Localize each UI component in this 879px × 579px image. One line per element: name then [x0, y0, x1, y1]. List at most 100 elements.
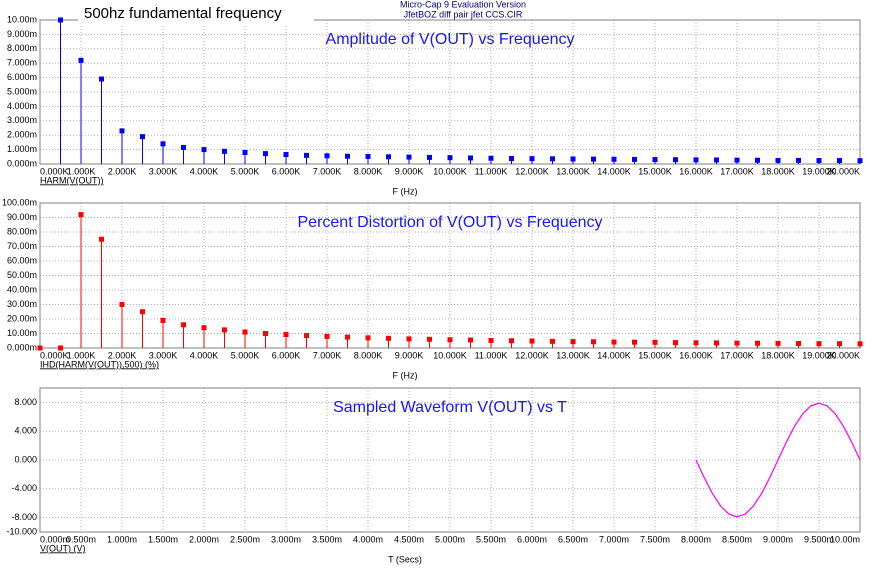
stem-marker [488, 337, 494, 343]
x-tick-label: 3.000m [271, 534, 301, 544]
x-tick-label: 2.000K [108, 350, 137, 360]
x-tick-label: 8.000m [681, 534, 711, 544]
stem-marker [816, 158, 822, 164]
x-tick-label: 11.000K [475, 166, 508, 176]
x-tick-label: 6.000K [272, 166, 301, 176]
x-tick-label: 8.000K [354, 350, 383, 360]
y-tick-label: 4.000m [7, 101, 37, 111]
stem-marker [509, 338, 514, 344]
stem-marker [78, 212, 84, 218]
y-tick-label: 20.00m [7, 313, 37, 323]
x-tick-label: 5.000m [435, 534, 465, 544]
chart-title: Sampled Waveform V(OUT) vs T [333, 399, 567, 416]
x-tick-label: 16.000K [679, 350, 713, 360]
stem-marker [78, 57, 84, 63]
x-tick-label: 5.000K [231, 166, 260, 176]
y-tick-label: 2.000m [7, 130, 37, 140]
x-tick-label: 5.500m [476, 534, 506, 544]
stem-marker [58, 345, 63, 351]
stem-marker [345, 153, 350, 159]
y-tick-label: 7.000m [7, 58, 37, 68]
x-tick-label: 2.000m [189, 534, 219, 544]
x-tick-label: 13.000K [556, 166, 590, 176]
y-tick-label: 9.000m [7, 29, 37, 39]
stem-marker [857, 158, 863, 164]
y-tick-label: 90.00m [7, 212, 37, 222]
x-axis-label: F (Hz) [393, 370, 418, 380]
y-tick-label: 70.00m [7, 241, 37, 251]
x-tick-label: 4.000m [353, 534, 383, 544]
y-tick-label: 10.00m [7, 14, 37, 24]
annotation: 500hz fundamental frequency [84, 5, 282, 22]
x-tick-label: 7.000K [313, 166, 342, 176]
stem-marker [386, 335, 391, 341]
file-name: JfetBOZ diff pair jfet CCS.CIR [404, 9, 523, 19]
chart-title: Amplitude of V(OUT) vs Frequency [326, 31, 575, 48]
stem-marker [468, 337, 473, 343]
x-tick-label: 17.000K [720, 166, 754, 176]
stem-marker [242, 149, 248, 155]
stem-marker [775, 157, 781, 163]
y-tick-label: 5.000m [7, 86, 37, 96]
stem-marker [324, 333, 330, 339]
x-tick-label: 14.000K [597, 166, 631, 176]
stem-marker [427, 154, 432, 160]
stem-marker [837, 158, 842, 164]
stem-marker [283, 151, 289, 157]
x-tick-label: 10.00m [830, 534, 860, 544]
y-tick-label: 8.000 [14, 397, 37, 407]
x-tick-label: 19.000K [802, 350, 836, 360]
y-tick-label: -4.000 [11, 483, 37, 493]
stem-marker [222, 148, 227, 154]
stem-marker [529, 156, 535, 162]
x-tick-label: 6.500m [558, 534, 588, 544]
x-tick-label: 10.000K [433, 166, 467, 176]
stem-marker [632, 339, 637, 345]
x-tick-label: 8.500m [722, 534, 752, 544]
stem-marker [591, 339, 596, 345]
series-label: V(OUT) (V) [40, 543, 86, 553]
stem-marker [345, 334, 350, 340]
x-tick-label: 16.000K [679, 166, 713, 176]
y-tick-label: -10.000 [6, 526, 37, 536]
stem-marker [652, 339, 658, 345]
x-tick-label: 0.000m [40, 534, 70, 544]
stem-marker [550, 156, 555, 162]
y-tick-label: 60.00m [7, 255, 37, 265]
stem-marker [222, 327, 227, 333]
stem-marker [570, 156, 576, 162]
y-tick-label: 0.000m [7, 158, 37, 168]
stem-marker [468, 155, 473, 161]
stem-marker [99, 76, 104, 82]
stem-marker [427, 336, 432, 342]
x-tick-label: 9.000K [395, 350, 424, 360]
stem-marker [242, 329, 248, 335]
stem-marker [857, 341, 863, 347]
stem-marker [386, 154, 391, 160]
stem-marker [816, 341, 822, 347]
x-tick-label: 9.000K [395, 166, 424, 176]
y-tick-label: 10.00m [7, 328, 37, 338]
x-axis-label: T (Secs) [388, 554, 422, 564]
stem-marker [632, 156, 637, 162]
x-tick-label: 7.000m [599, 534, 629, 544]
x-tick-label: 6.000K [272, 350, 301, 360]
stem-marker [181, 144, 186, 150]
x-tick-label: 8.000K [354, 166, 383, 176]
stem-marker [119, 128, 125, 134]
stem-marker [119, 302, 125, 307]
x-tick-label: 2.000K [108, 166, 137, 176]
stem-marker [488, 155, 494, 161]
x-tick-label: 14.000K [597, 350, 631, 360]
x-tick-label: 6.000m [517, 534, 547, 544]
x-tick-label: 0.000K [40, 350, 69, 360]
stem-marker [181, 322, 186, 328]
x-tick-label: 3.000K [149, 350, 178, 360]
stem-marker [201, 325, 207, 331]
y-tick-label: 30.00m [7, 299, 37, 309]
x-tick-label: 3.500m [312, 534, 342, 544]
x-tick-label: 12.000K [515, 350, 549, 360]
stem-marker [755, 340, 760, 346]
stem-marker [365, 154, 371, 160]
